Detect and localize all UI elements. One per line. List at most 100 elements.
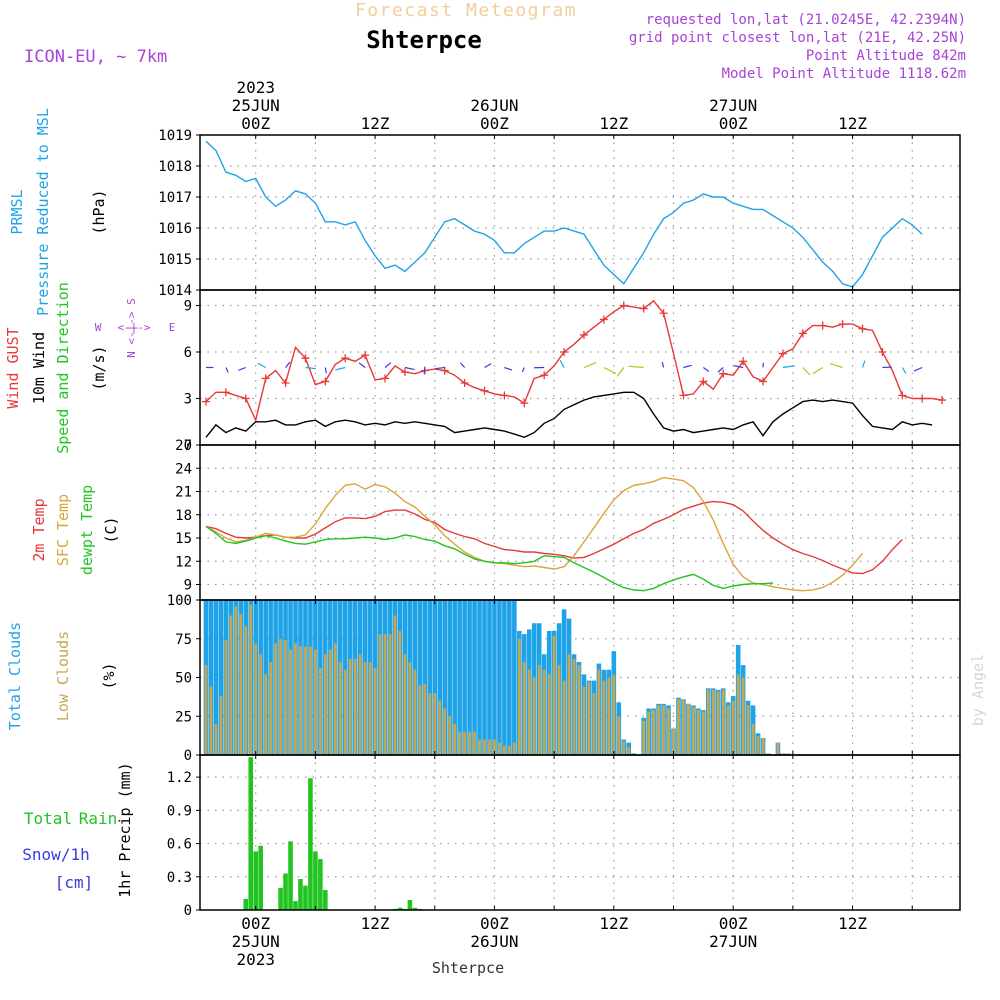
- pressure-frame: [199, 134, 961, 291]
- clouds-bar: [219, 696, 223, 755]
- clouds-bar: [299, 646, 302, 755]
- pressure-label: PRMSL: [8, 189, 26, 234]
- precipitation-ytick-label: 0.3: [167, 870, 192, 886]
- gust-marker: [858, 324, 867, 333]
- clouds-bar: [373, 668, 377, 755]
- clouds-bar: [452, 600, 457, 755]
- clouds-bar: [433, 693, 437, 755]
- precipitation-ytick-label: 0: [184, 903, 192, 919]
- precipitation-bar: [323, 890, 328, 910]
- wind-direction-arrow: [358, 362, 366, 368]
- dewpt-label: dewpt Temp: [78, 485, 96, 575]
- gust-marker: [221, 388, 230, 397]
- wind-ytick-label: 9: [184, 299, 192, 315]
- clouds-bar: [557, 665, 561, 755]
- gust-marker: [759, 377, 768, 386]
- clouds-bar: [662, 705, 665, 755]
- wind-ytick-label: 6: [184, 345, 192, 361]
- gust-marker: [560, 348, 569, 356]
- clouds-bar: [612, 674, 616, 755]
- precipitation-bar: [313, 851, 318, 910]
- clouds-bar: [647, 711, 651, 755]
- top-time-label: 00Z: [241, 114, 270, 133]
- wind-direction-arrow: [305, 366, 316, 370]
- clouds-bar: [478, 739, 481, 755]
- clouds-bar: [239, 613, 243, 755]
- precipitation-ytick-label: 1.2: [167, 770, 192, 786]
- clouds-bar: [736, 674, 740, 755]
- pressure-ytick-label: 1018: [158, 159, 192, 175]
- temperature-ytick-label: 12: [175, 554, 192, 570]
- requested-coords: requested lon,lat (21.0245E, 42.2394N): [646, 12, 966, 28]
- precipitation-bar: [278, 887, 283, 910]
- top-time-label: 26JUN: [470, 96, 518, 115]
- clouds-bar: [218, 600, 224, 755]
- wind-direction-arrow: [384, 362, 392, 368]
- bottom-time-label: 12Z: [599, 914, 628, 933]
- clouds-bar: [602, 680, 606, 755]
- gust-marker: [798, 329, 807, 338]
- wind-direction-arrow: [225, 367, 229, 373]
- clouds-bar: [522, 662, 526, 755]
- clouds-bar: [547, 674, 551, 755]
- bottom-time-label: 26JUN: [470, 932, 518, 951]
- clouds-bar: [213, 600, 219, 755]
- gust-label: Wind GUST: [4, 327, 22, 408]
- temperature-series-line: [205, 476, 864, 592]
- clouds-bar: [204, 665, 208, 755]
- clouds-bar: [542, 669, 546, 755]
- clouds-bar: [423, 683, 427, 755]
- clouds-bar: [438, 700, 442, 755]
- total-clouds-label: Total Clouds: [6, 622, 24, 730]
- compass-w: W: [95, 321, 102, 334]
- clouds-bar: [746, 705, 750, 755]
- wind-direction-arrow: [484, 363, 492, 369]
- clouds-bar: [437, 600, 443, 755]
- clouds-bar: [766, 753, 770, 755]
- clouds-bar: [657, 705, 660, 755]
- gust-marker: [878, 348, 887, 356]
- top-time-label: 12Z: [599, 114, 628, 133]
- clouds-bar: [458, 731, 462, 755]
- clouds-bar: [592, 693, 596, 755]
- clouds-bar: [274, 643, 277, 755]
- wind-direction-arrow: [616, 367, 625, 377]
- pressure-ytick-label: 1015: [158, 252, 192, 268]
- clouds-bar: [353, 658, 357, 755]
- wind-ytick-label: 0: [184, 438, 192, 454]
- clouds-bar: [417, 600, 423, 755]
- clouds-bar: [731, 700, 735, 755]
- wind-direction-arrow: [460, 362, 466, 368]
- compass-e: E: [169, 321, 176, 334]
- precipitation-bar: [293, 901, 298, 910]
- precipitation-bar: [412, 907, 418, 910]
- temperature-ytick-label: 21: [175, 485, 192, 501]
- top-time-label: 12Z: [838, 114, 867, 133]
- clouds-bar: [483, 739, 486, 755]
- precipitation-bar: [258, 845, 263, 910]
- clouds-bar: [393, 615, 397, 755]
- wind-label: 10m Wind: [30, 332, 48, 404]
- clouds-bar: [617, 716, 621, 755]
- temperature-ytick-label: 9: [184, 578, 192, 594]
- pressure-ytick-label: 1017: [158, 190, 192, 206]
- precipitation-bar: [283, 873, 288, 910]
- clouds-bar: [706, 689, 710, 755]
- gust-marker: [898, 391, 907, 400]
- wind-direction-arrow: [913, 366, 923, 372]
- clouds-bar: [652, 710, 655, 755]
- gust-marker: [699, 377, 708, 386]
- precipitation-bar: [243, 898, 249, 910]
- wind-direction-arrow: [802, 367, 811, 376]
- clouds-bar: [761, 737, 765, 755]
- gust-marker: [818, 321, 827, 330]
- clouds-bar: [687, 703, 690, 755]
- clouds-bar: [482, 600, 487, 755]
- clouds-bar: [532, 677, 536, 755]
- clouds-bar: [338, 662, 342, 755]
- clouds-bar: [467, 600, 472, 755]
- wind-ytick-label: 3: [184, 392, 192, 408]
- clouds-bar: [447, 600, 452, 755]
- snow-label: Snow/1h: [22, 845, 89, 864]
- precipitation-ytick-label: 0.9: [167, 803, 192, 819]
